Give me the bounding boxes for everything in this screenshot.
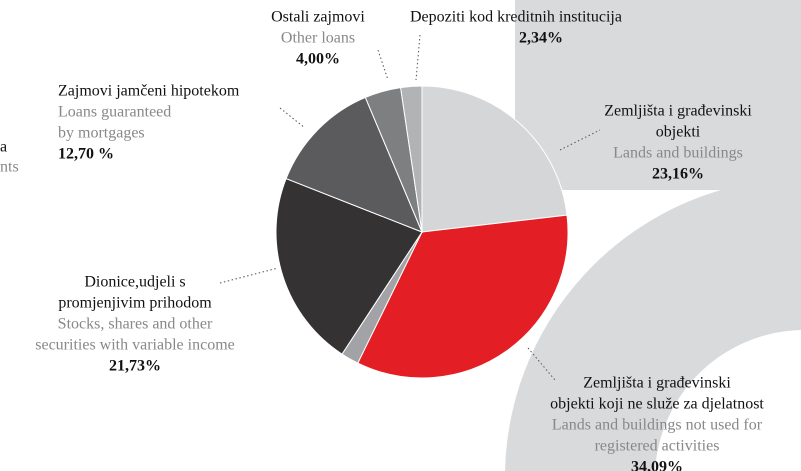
slice-label-en: Lands and buildings — [613, 145, 743, 162]
slice-label: Zemljišta i građevinski — [583, 375, 731, 392]
slice-label: promjenjivim prihodom — [58, 295, 212, 312]
pie-slice — [421, 85, 568, 233]
pie — [275, 85, 569, 379]
slice-label: Depoziti kod kreditnih institucija — [410, 9, 622, 26]
cropped-label: nts — [0, 159, 19, 176]
value-label: 23,16% — [652, 166, 704, 183]
value-label: 21,73% — [109, 358, 161, 375]
slice-label-en: Lands and buildings not used for — [552, 417, 763, 434]
slice-label: objekti koji ne služe za djelatnost — [550, 396, 764, 413]
leader — [279, 107, 306, 129]
slice-label-en: Stocks, shares and other — [58, 316, 213, 333]
background-shape — [515, 0, 801, 190]
value-label: 2,34% — [519, 30, 563, 47]
slice-label-en: Other loans — [281, 30, 355, 47]
leader — [219, 267, 279, 284]
cropped-label: a — [0, 139, 7, 156]
pie-slice — [275, 177, 423, 355]
leader — [377, 49, 389, 81]
slice-label: Ostali zajmovi — [271, 9, 365, 26]
value-label: 12,70 % — [58, 146, 114, 163]
value-label: 4,00% — [296, 51, 340, 68]
leader — [559, 129, 601, 151]
slice-label: Zemljišta i građevinski — [604, 103, 752, 120]
slice-label: objekti — [656, 124, 701, 141]
labels: Zemljišta i građevinski objekti Lands and … — [0, 9, 764, 471]
background-arc — [505, 178, 801, 471]
value-label: 34,09% — [631, 459, 683, 471]
slice-label-en: by mortgages — [58, 125, 145, 142]
slice-label-en: registered activities — [595, 438, 720, 455]
slice-label-en: Loans guaranteed — [58, 104, 171, 121]
slice-label: Zajmovi jamčeni hipotekom — [58, 83, 240, 100]
slice-label-en: securities with variable income — [35, 337, 234, 354]
slice-label: Dionice,udjeli s — [84, 274, 185, 291]
leader — [527, 347, 556, 381]
pie-slice — [400, 85, 423, 233]
pie-slice — [285, 96, 423, 233]
leader — [415, 34, 421, 81]
